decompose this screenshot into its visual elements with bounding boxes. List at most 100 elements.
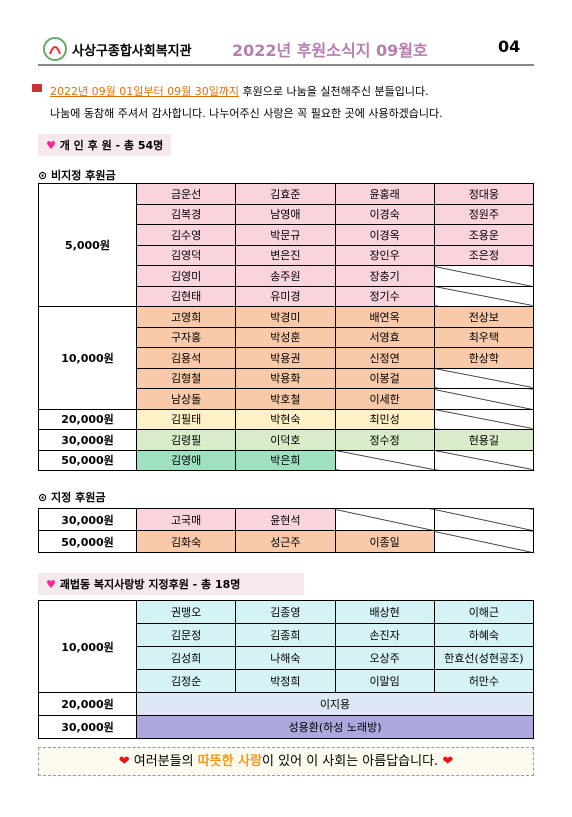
amount: 10,000원 (38, 600, 137, 693)
subsection-text: 비지정 후원금 (51, 169, 116, 182)
name: 남상돌 (135, 388, 237, 410)
name: 김수영 (135, 224, 237, 246)
row: 김성희 나해숙 오상주 한효선(성현공조) (39, 646, 535, 670)
intro-text: 후원으로 나눔을 실천해주신 분들입니다. (239, 85, 429, 98)
empty-cell (433, 285, 535, 307)
name: 김필태 (135, 408, 237, 430)
section-text: 개 인 후 원 - 총 54명 (59, 139, 164, 152)
org-name: 사상구종합사회복지관 (72, 44, 192, 59)
footer-text: 여러분들의 (133, 754, 198, 769)
row: 30,000원 김령필 이덕호 정수정 현용길 (38, 429, 535, 451)
amount: 20,000원 (38, 692, 137, 716)
name: 한상학 (433, 347, 535, 369)
name: 박은희 (235, 449, 336, 471)
name: 김령필 (135, 429, 237, 451)
subsection-text: 지정 후원금 (51, 491, 106, 504)
amount: 20,000원 (38, 408, 137, 430)
name: 배연옥 (334, 306, 435, 328)
row: 20,000원 이지용 (38, 692, 534, 716)
empty-cell (334, 449, 435, 471)
row: 김형철 박용화 이봉걸 (39, 367, 535, 389)
name: 이경옥 (334, 224, 435, 246)
name: 유미경 (235, 285, 336, 307)
name: 박성훈 (235, 326, 336, 348)
name: 김현태 (135, 285, 237, 307)
name: 박용화 (235, 367, 336, 389)
name: 정대웅 (433, 183, 535, 205)
name: 김종영 (235, 600, 336, 624)
name: 이종일 (334, 530, 435, 553)
title: 2022년 후원소식지 09월호 (232, 41, 428, 60)
name: 권맹오 (135, 600, 237, 624)
empty-cell (433, 265, 535, 287)
name: 허만수 (433, 669, 535, 693)
name: 전상보 (433, 306, 535, 328)
empty-cell (433, 408, 535, 430)
footer-text: 이 있어 이 사회는 아름답습니다. (262, 754, 439, 769)
name: 장인우 (334, 244, 435, 266)
section-title: ♥ 개 인 후 원 - 총 54명 (38, 134, 172, 156)
name: 박정희 (235, 669, 336, 693)
name: 김영미 (135, 265, 237, 287)
empty-cell (433, 449, 535, 471)
name: 고영희 (135, 306, 237, 328)
name: 박용권 (235, 347, 336, 369)
row: 20,000원 김필태 박현숙 최민성 (38, 408, 535, 430)
empty-cell (433, 367, 535, 389)
row: 30,000원 성용환(하성 노래방) (38, 715, 534, 739)
name: 최민성 (334, 408, 435, 430)
name: 한효선(성현공조) (433, 646, 535, 670)
name: 정기수 (334, 285, 435, 307)
name: 김성희 (135, 646, 237, 670)
name: 윤홍래 (334, 183, 435, 205)
amount: 50,000원 (38, 530, 137, 553)
name: 정수정 (334, 429, 435, 451)
name: 이봉걸 (334, 367, 435, 389)
name: 현용길 (433, 429, 535, 451)
name: 이해근 (433, 600, 535, 624)
name: 오상주 (334, 646, 435, 670)
name: 김정순 (135, 669, 237, 693)
row: 김영미 송주원 장충기 (39, 265, 535, 287)
intro-line: 나눔에 동참해 주셔서 감사합니다. 나누어주신 사랑은 꼭 필요한 곳에 사용… (50, 107, 443, 120)
name: 정원주 (433, 203, 535, 225)
amount: 50,000원 (38, 449, 137, 471)
row: 김문정 김종희 손진자 하혜숙 (39, 623, 535, 647)
section-title: ♥ 괘법동 복지사랑방 지정후원 - 총 18명 (38, 573, 304, 595)
name: 이지용 (136, 692, 534, 716)
footer-highlight: 따뜻한 사랑 (197, 754, 263, 769)
amount: 30,000원 (38, 715, 137, 739)
row: 김복경 남영애 이경숙 정원주 (39, 203, 535, 225)
row: 50,000원 김화숙 성근주 이종일 (38, 530, 535, 553)
name: 김용석 (135, 347, 237, 369)
row: 김정순 박정희 이말임 허만수 (39, 669, 535, 693)
header-rule (38, 64, 534, 66)
name: 김형철 (135, 367, 237, 389)
name: 조용운 (433, 224, 535, 246)
name: 신정연 (334, 347, 435, 369)
amount: 5,000원 (38, 183, 137, 307)
name: 박문규 (235, 224, 336, 246)
name: 박호철 (235, 388, 336, 410)
name: 장충기 (334, 265, 435, 287)
name: 김영덕 (135, 244, 237, 266)
logo (43, 37, 67, 61)
amount: 10,000원 (38, 306, 137, 410)
section-text: 괘법동 복지사랑방 지정후원 - 총 18명 (59, 578, 241, 591)
row: 50,000원 김영애 박은희 (38, 449, 535, 471)
name: 금운선 (135, 183, 237, 205)
name: 송주원 (235, 265, 336, 287)
name: 최우택 (433, 326, 535, 348)
row: 김용석 박용권 신정연 한상학 (39, 347, 535, 369)
name: 이말임 (334, 669, 435, 693)
subsection: ⊙ 비지정 후원금 (38, 169, 116, 182)
name: 손진자 (334, 623, 435, 647)
name: 이덕호 (235, 429, 336, 451)
name: 박경미 (235, 306, 336, 328)
name: 배상현 (334, 600, 435, 624)
row: 5,000원 금운선 김효준 윤홍래 정대웅 (38, 183, 535, 307)
name: 남영애 (235, 203, 336, 225)
intro-line: 2022년 09월 01일부터 09월 30일까지 후원으로 나눔을 실천해주신… (50, 83, 429, 99)
name: 김효준 (235, 183, 336, 205)
